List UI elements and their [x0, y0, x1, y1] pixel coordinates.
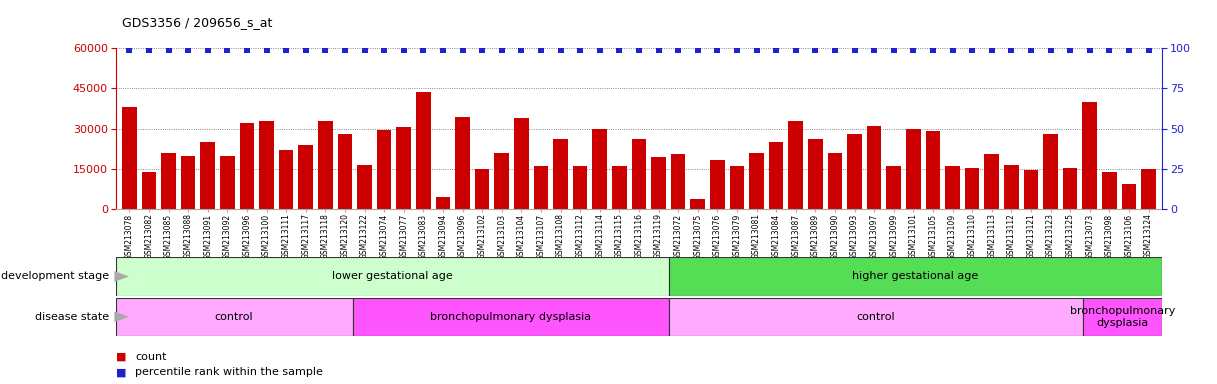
- Bar: [769, 142, 784, 209]
- Bar: [1142, 169, 1156, 209]
- Bar: [729, 166, 745, 209]
- Bar: [593, 129, 607, 209]
- Bar: [514, 118, 528, 209]
- Text: disease state: disease state: [35, 312, 110, 322]
- Polygon shape: [114, 271, 129, 282]
- Bar: [668, 298, 1083, 336]
- Text: GDS3356 / 209656_s_at: GDS3356 / 209656_s_at: [122, 16, 273, 29]
- Bar: [1043, 134, 1058, 209]
- Bar: [1004, 165, 1019, 209]
- Bar: [116, 257, 668, 296]
- Bar: [847, 134, 862, 209]
- Bar: [533, 166, 549, 209]
- Bar: [259, 121, 274, 209]
- Bar: [122, 107, 136, 209]
- Bar: [298, 145, 313, 209]
- Text: development stage: development stage: [1, 271, 110, 281]
- Bar: [455, 117, 470, 209]
- Bar: [573, 166, 588, 209]
- Bar: [377, 130, 392, 209]
- Bar: [1083, 298, 1162, 336]
- Bar: [651, 157, 666, 209]
- Bar: [141, 172, 156, 209]
- Bar: [240, 123, 254, 209]
- Bar: [116, 298, 353, 336]
- Bar: [905, 129, 921, 209]
- Bar: [828, 153, 842, 209]
- Bar: [357, 165, 372, 209]
- Bar: [1062, 168, 1077, 209]
- Text: count: count: [135, 352, 167, 362]
- Bar: [1122, 184, 1137, 209]
- Bar: [353, 298, 668, 336]
- Bar: [554, 139, 568, 209]
- Text: percentile rank within the sample: percentile rank within the sample: [135, 367, 323, 377]
- Bar: [475, 169, 489, 209]
- Bar: [867, 126, 881, 209]
- Text: control: control: [214, 312, 253, 322]
- Bar: [668, 257, 1162, 296]
- Bar: [318, 121, 332, 209]
- Bar: [808, 139, 823, 209]
- Text: ■: ■: [116, 352, 127, 362]
- Bar: [946, 166, 960, 209]
- Bar: [436, 197, 450, 209]
- Bar: [710, 160, 724, 209]
- Bar: [279, 150, 293, 209]
- Bar: [886, 166, 901, 209]
- Bar: [671, 154, 685, 209]
- Bar: [690, 199, 705, 209]
- Bar: [494, 153, 509, 209]
- Bar: [1101, 172, 1117, 209]
- Bar: [985, 154, 999, 209]
- Bar: [632, 139, 646, 209]
- Text: control: control: [857, 312, 896, 322]
- Bar: [926, 131, 941, 209]
- Bar: [220, 156, 235, 209]
- Polygon shape: [114, 311, 129, 322]
- Bar: [612, 166, 627, 209]
- Bar: [397, 127, 411, 209]
- Text: higher gestational age: higher gestational age: [852, 271, 978, 281]
- Bar: [789, 121, 803, 209]
- Bar: [965, 168, 980, 209]
- Bar: [1023, 170, 1038, 209]
- Text: ■: ■: [116, 367, 127, 377]
- Text: bronchopulmonary
dysplasia: bronchopulmonary dysplasia: [1070, 306, 1176, 328]
- Bar: [337, 134, 352, 209]
- Bar: [181, 156, 196, 209]
- Bar: [1082, 102, 1097, 209]
- Bar: [750, 153, 764, 209]
- Bar: [201, 142, 215, 209]
- Text: lower gestational age: lower gestational age: [332, 271, 453, 281]
- Text: bronchopulmonary dysplasia: bronchopulmonary dysplasia: [430, 312, 591, 322]
- Bar: [161, 153, 176, 209]
- Bar: [416, 92, 431, 209]
